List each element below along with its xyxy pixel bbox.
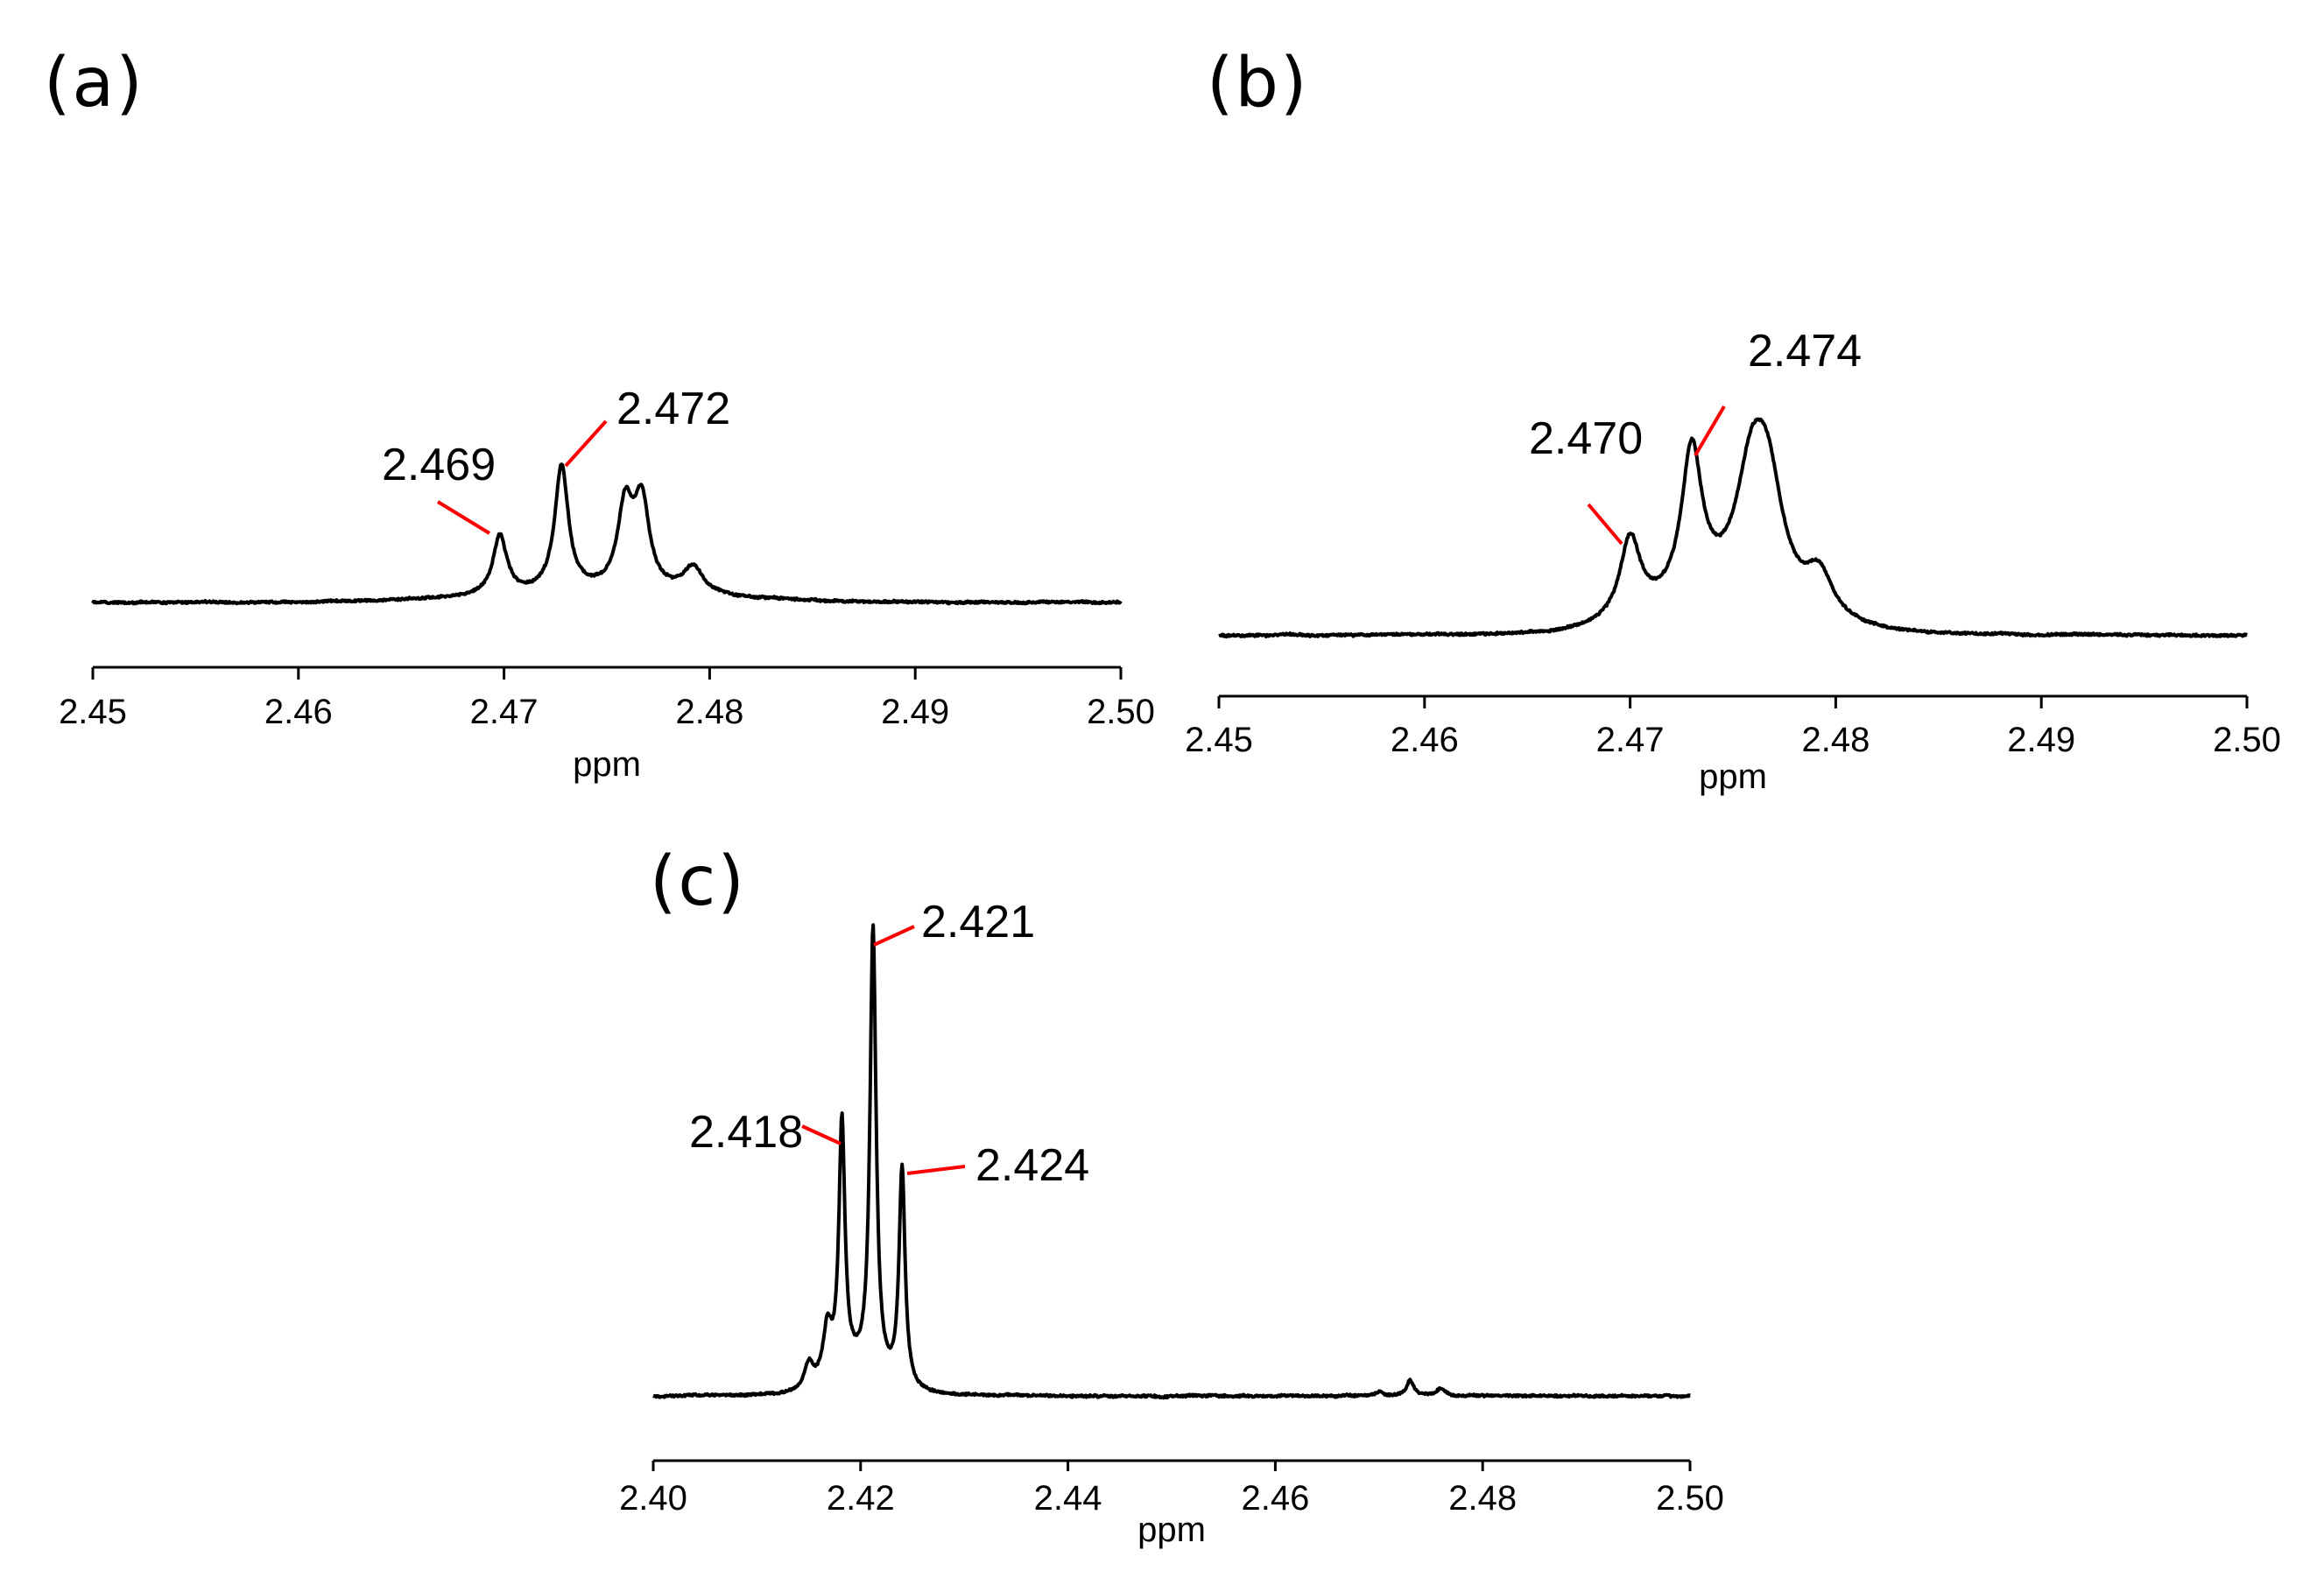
x-tick-label-a-0: 2.45 [59,693,127,731]
peak-annotation-label-a-0: 2.469 [382,440,496,490]
x-tick-label-c-4: 2.48 [1448,1479,1517,1518]
chart-panel-c: 2.40 2.42 2.44 2.46 2.48 2.50 ppm 2.418 2.421 2.4… [619,897,1724,1549]
x-tick-label-b-3: 2.48 [1801,721,1870,759]
peak-annotation-label-b-1: 2.474 [1748,326,1862,377]
x-tick-label-c-0: 2.40 [619,1479,687,1518]
panel-label-a: (a) [44,44,144,123]
peak-annotation-line-c-0 [801,1124,842,1145]
x-tick-label-b-1: 2.46 [1391,721,1459,759]
spectrum-line-a [91,462,1123,606]
x-tick-label-b-4: 2.49 [2007,721,2075,759]
peak-annotation-label-c-0: 2.418 [689,1107,803,1158]
peak-annotation-line-b-1 [1694,405,1726,457]
x-tick-label-a-3: 2.48 [675,693,743,731]
x-tick-label-c-2: 2.44 [1034,1479,1102,1518]
x-axis-title-a: ppm [573,745,641,784]
peak-annotation-label-a-1: 2.472 [616,384,730,434]
chart-panel-b: 2.45 2.46 2.47 2.48 2.49 2.50 ppm 2.470 2.474 [1185,326,2281,796]
x-tick-label-c-5: 2.50 [1656,1479,1724,1518]
x-tick-label-a-4: 2.49 [881,693,949,731]
peak-annotation-line-c-2 [906,1165,966,1175]
x-tick-label-a-1: 2.46 [264,693,333,731]
chart-panel-a: 2.45 2.46 2.47 2.48 2.49 2.50 ppm 2.469 2.472 [59,384,1155,784]
x-tick-label-a-5: 2.50 [1087,693,1155,731]
peak-annotation-line-b-0 [1587,503,1623,546]
x-tick-label-b-0: 2.45 [1185,721,1253,759]
peak-annotation-label-b-0: 2.470 [1529,413,1643,464]
spectrum-line-c [651,923,1692,1400]
peak-annotation-line-c-1 [873,925,915,947]
panel-label-c: (c) [650,842,746,921]
x-axis-title-c: ppm [1137,1511,1206,1549]
spectrum-line-b [1217,417,2249,639]
peak-annotation-label-c-1: 2.421 [921,897,1035,948]
peak-annotation-line-a-1 [564,419,608,468]
x-tick-label-b-2: 2.47 [1596,721,1665,759]
panel-label-b: (b) [1207,44,1309,123]
peak-annotation-line-a-0 [436,500,491,535]
x-tick-label-b-5: 2.50 [2213,721,2281,759]
x-tick-label-c-1: 2.42 [827,1479,895,1518]
peak-annotation-label-c-2: 2.424 [975,1140,1089,1191]
x-axis-title-b: ppm [1699,757,1767,796]
x-tick-label-a-2: 2.47 [470,693,539,731]
x-tick-label-c-3: 2.46 [1241,1479,1309,1518]
